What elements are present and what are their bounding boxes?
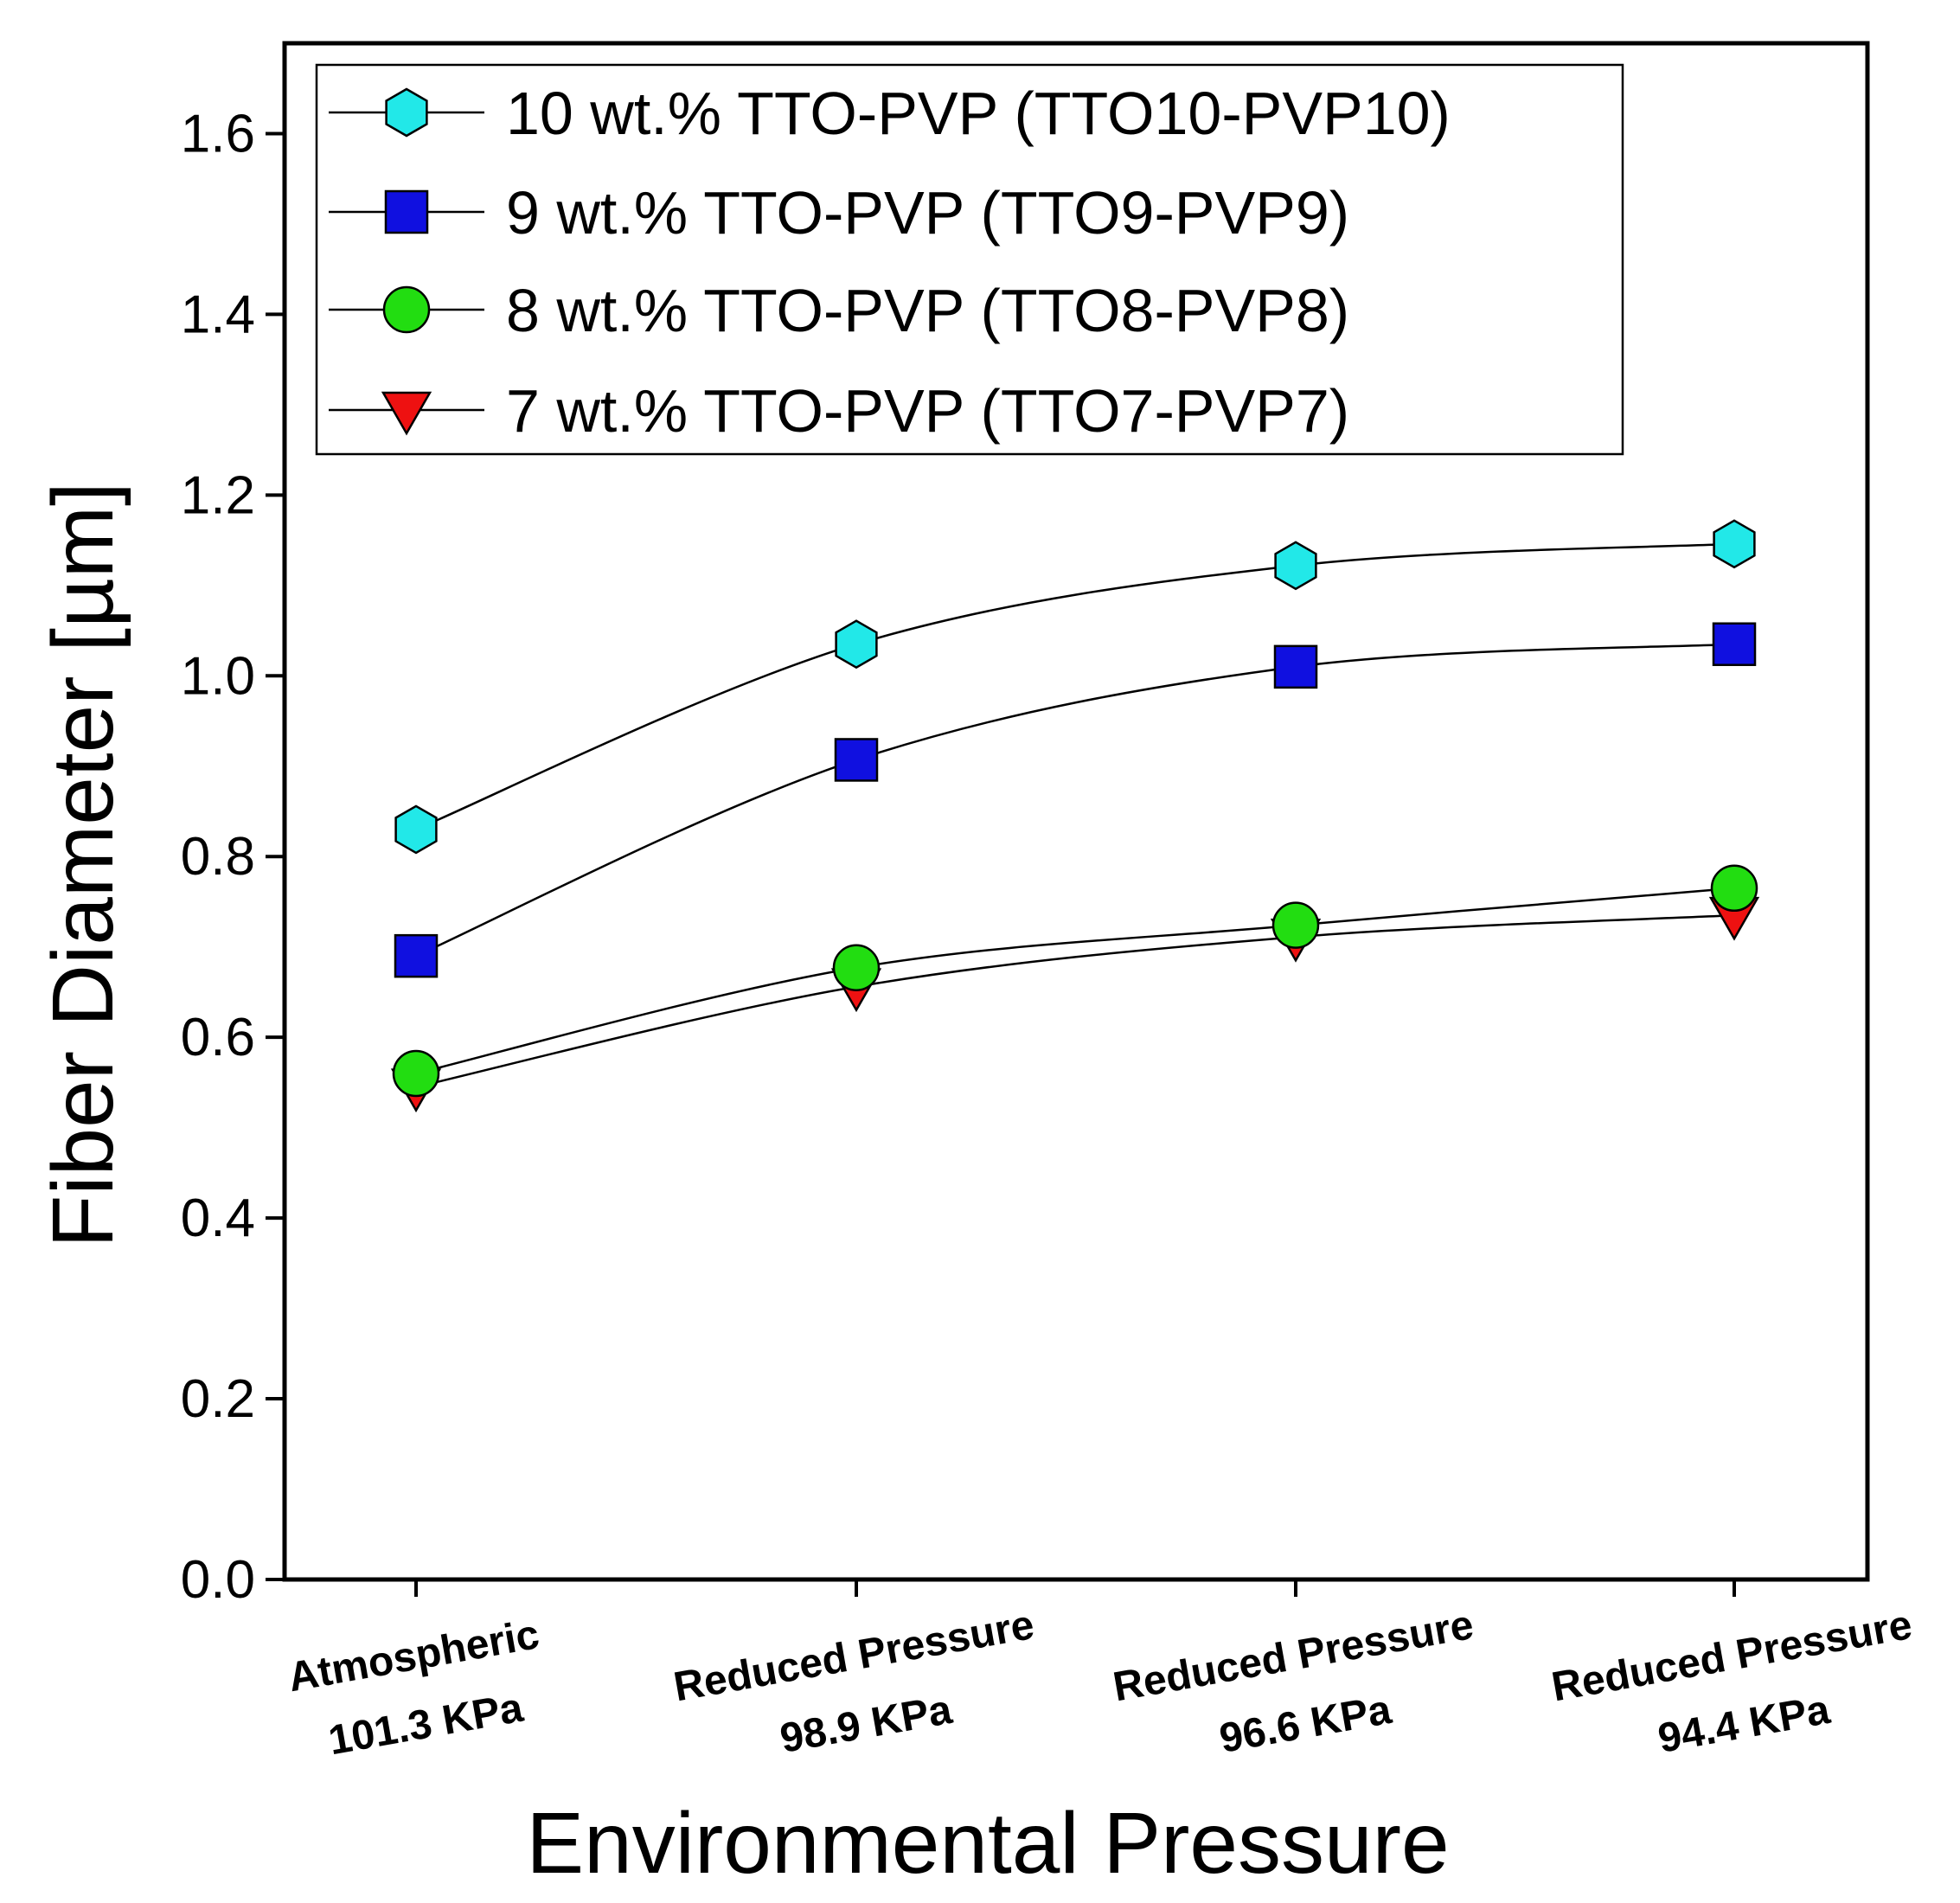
data-point xyxy=(1712,622,1757,666)
y-tick-label: 0.4 xyxy=(181,1189,255,1248)
data-point xyxy=(394,804,438,855)
legend: 10 wt.% TTO-PVP (TTO10-PVP10) 9 wt.% TTO-… xyxy=(315,63,1624,456)
data-point xyxy=(1271,901,1320,949)
data-point xyxy=(834,738,879,782)
y-tick-label: 0.2 xyxy=(181,1369,255,1429)
y-tick-label: 1.4 xyxy=(181,285,255,344)
legend-marker xyxy=(382,285,431,334)
legend-label: 9 wt.% TTO-PVP (TTO9-PVP9) xyxy=(506,179,1349,247)
data-point xyxy=(1274,541,1317,591)
x-category-line1: Reduced Pressure xyxy=(1110,1602,1476,1710)
x-category-line2: 96.6 KPa xyxy=(1216,1687,1395,1762)
x-category-line2: 94.4 KPa xyxy=(1655,1687,1834,1762)
y-axis-title: Fiber Diameter [µm] xyxy=(35,482,131,1248)
data-point xyxy=(1710,864,1758,913)
x-category-line1: Reduced Pressure xyxy=(670,1602,1037,1710)
x-category-line2: 98.9 KPa xyxy=(777,1687,956,1762)
data-point xyxy=(1713,519,1756,569)
x-axis-title: Environmental Pressure xyxy=(526,1795,1449,1892)
legend-label: 8 wt.% TTO-PVP (TTO8-PVP8) xyxy=(506,277,1349,344)
y-tick-label: 0.6 xyxy=(181,1008,255,1067)
data-point xyxy=(832,944,881,991)
legend-box xyxy=(315,63,1624,456)
y-tick-label: 1.6 xyxy=(181,104,255,163)
data-point xyxy=(835,619,878,670)
series-line xyxy=(415,913,1735,1088)
legend-marker xyxy=(384,189,429,234)
y-tick-label: 1.0 xyxy=(181,646,255,706)
legend-label: 7 wt.% TTO-PVP (TTO7-PVP7) xyxy=(506,377,1349,445)
legend-marker xyxy=(381,391,432,436)
data-point xyxy=(394,933,439,978)
series-line xyxy=(415,643,1735,958)
y-tick-label: 0.8 xyxy=(181,827,255,887)
y-tick-label: 1.2 xyxy=(181,465,255,525)
series-line xyxy=(415,887,1735,1075)
legend-label: 10 wt.% TTO-PVP (TTO10-PVP10) xyxy=(506,80,1451,147)
legend-marker xyxy=(385,87,428,138)
data-point xyxy=(392,1049,440,1098)
x-category-line1: Reduced Pressure xyxy=(1548,1602,1915,1710)
series-line xyxy=(415,542,1735,831)
y-tick-label: 0.0 xyxy=(181,1550,255,1610)
plot-frame xyxy=(282,41,1870,1582)
data-point xyxy=(1273,644,1318,689)
x-category-line2: 101.3 KPa xyxy=(325,1685,527,1765)
